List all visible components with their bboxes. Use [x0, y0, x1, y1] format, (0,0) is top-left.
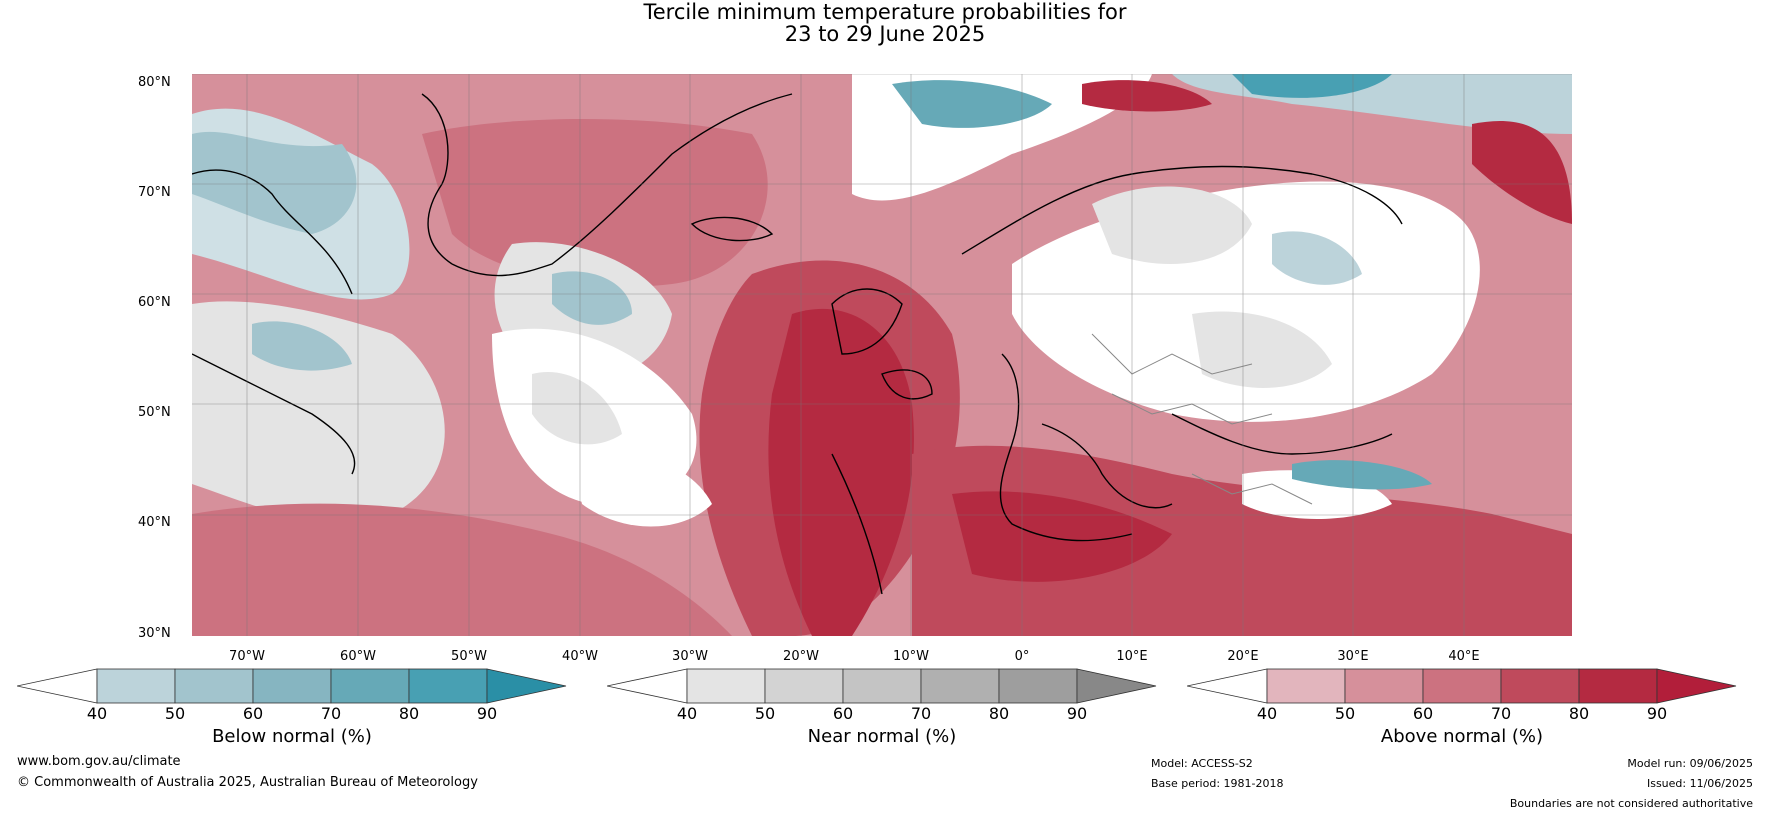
- colorbar-segment: [1500, 668, 1580, 704]
- colorbar-segment: [920, 668, 1000, 704]
- above-normal-label: Above normal (%): [1380, 726, 1544, 747]
- colorbar-segment: [252, 668, 332, 704]
- lat-label-70n: 70°N: [138, 185, 171, 200]
- map-title-line2: 23 to 29 June 2025: [784, 22, 986, 46]
- cb-tick: 50: [754, 704, 776, 723]
- colorbar-segment: [1266, 668, 1346, 704]
- cb-tick: 70: [1490, 704, 1512, 723]
- colorbar-segment: [686, 668, 766, 704]
- cb-tick: 60: [832, 704, 854, 723]
- probability-map: [192, 74, 1572, 636]
- copyright-text: © Commonwealth of Australia 2025, Austra…: [17, 775, 478, 790]
- lat-label-50n: 50°N: [138, 405, 171, 420]
- colorbar-segment: [408, 668, 488, 704]
- disclaimer-text: Boundaries are not considered authoritat…: [1509, 797, 1753, 810]
- cb-tick: 40: [86, 704, 108, 723]
- lon-label-40w: 40°W: [562, 649, 598, 664]
- cb-tick: 50: [1334, 704, 1356, 723]
- colorbar-segment: [96, 668, 176, 704]
- lon-label-40e: 40°E: [1448, 649, 1480, 664]
- cb-tick: 90: [1646, 704, 1668, 723]
- colorbar-left-arrow: [607, 668, 688, 704]
- colorbar-segment: [174, 668, 254, 704]
- above-normal-colorbar: [1187, 668, 1737, 704]
- below-normal-label: Below normal (%): [212, 726, 372, 747]
- cb-tick: 80: [1568, 704, 1590, 723]
- colorbar-right-arrow: [486, 668, 567, 704]
- cb-tick: 40: [676, 704, 698, 723]
- cb-tick: 50: [164, 704, 186, 723]
- cb-tick: 90: [476, 704, 498, 723]
- lon-label-0: 0°: [1014, 649, 1030, 664]
- colorbar-segment: [1344, 668, 1424, 704]
- lon-label-20e: 20°E: [1227, 649, 1259, 664]
- lat-label-80n: 80°N: [138, 75, 171, 90]
- website-link[interactable]: www.bom.gov.au/climate: [17, 754, 181, 769]
- cb-tick: 70: [320, 704, 342, 723]
- colorbar-segment: [998, 668, 1078, 704]
- cb-tick: 60: [1412, 704, 1434, 723]
- cb-tick: 60: [242, 704, 264, 723]
- lon-label-30e: 30°E: [1337, 649, 1369, 664]
- colorbar-segment: [1422, 668, 1502, 704]
- colorbar-segment: [330, 668, 410, 704]
- lon-label-60w: 60°W: [340, 649, 376, 664]
- map-title-line1: Tercile minimum temperature probabilitie…: [643, 0, 1127, 24]
- base-period-text: Base period: 1981-2018: [1151, 777, 1284, 790]
- below-normal-colorbar: [17, 668, 567, 704]
- colorbar-left-arrow: [17, 668, 98, 704]
- lat-label-40n: 40°N: [138, 515, 171, 530]
- lon-label-30w: 30°W: [672, 649, 708, 664]
- lon-label-10w: 10°W: [893, 649, 929, 664]
- cb-tick: 90: [1066, 704, 1088, 723]
- cb-tick: 80: [398, 704, 420, 723]
- issued-text: Issued: 11/06/2025: [1646, 777, 1753, 790]
- lon-label-50w: 50°W: [451, 649, 487, 664]
- colorbar-segment: [764, 668, 844, 704]
- colorbar-right-arrow: [1656, 668, 1737, 704]
- near-normal-label: Near normal (%): [807, 726, 957, 747]
- cb-tick: 40: [1256, 704, 1278, 723]
- colorbar-segment: [1578, 668, 1658, 704]
- colorbar-right-arrow: [1076, 668, 1157, 704]
- model-text: Model: ACCESS-S2: [1151, 757, 1253, 770]
- lat-label-30n: 30°N: [138, 626, 171, 641]
- cb-tick: 70: [910, 704, 932, 723]
- cb-tick: 80: [988, 704, 1010, 723]
- lon-label-70w: 70°W: [229, 649, 265, 664]
- colorbar-segment: [842, 668, 922, 704]
- lat-label-60n: 60°N: [138, 295, 171, 310]
- model-run-text: Model run: 09/06/2025: [1627, 757, 1753, 770]
- lon-label-10e: 10°E: [1116, 649, 1148, 664]
- lon-label-20w: 20°W: [783, 649, 819, 664]
- colorbar-left-arrow: [1187, 668, 1268, 704]
- near-normal-colorbar: [607, 668, 1157, 704]
